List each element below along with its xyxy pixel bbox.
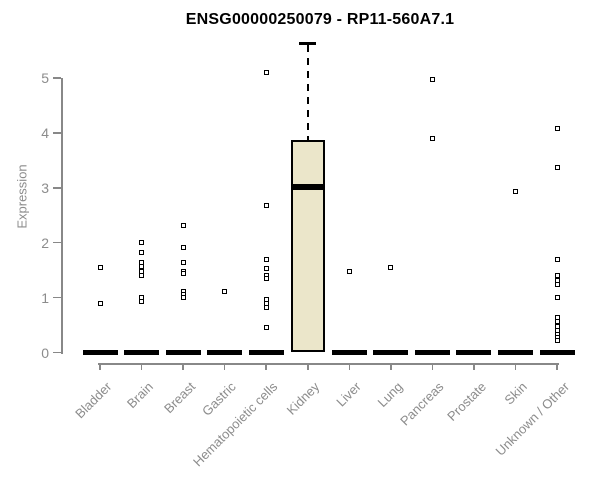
outlier-point xyxy=(346,268,352,274)
x-tick-label: Brain xyxy=(124,379,157,412)
median-line-collapsed xyxy=(331,350,367,355)
outlier-point xyxy=(222,289,228,295)
y-tick-label: 1 xyxy=(41,289,49,306)
outlier-point xyxy=(97,264,103,270)
outlier-point xyxy=(554,256,560,262)
x-tick xyxy=(140,363,143,370)
outlier-point xyxy=(139,240,145,246)
y-tick xyxy=(53,296,61,299)
y-tick xyxy=(53,351,61,354)
x-tick xyxy=(556,363,558,370)
outlier-point xyxy=(180,295,186,301)
x-tick xyxy=(182,363,184,370)
x-tick xyxy=(99,363,101,370)
outlier-point xyxy=(180,259,186,265)
y-tick-label: 5 xyxy=(41,70,49,86)
y-tick-label: 4 xyxy=(41,124,49,141)
outlier-point xyxy=(554,281,560,287)
y-tick xyxy=(53,77,61,79)
y-tick xyxy=(53,187,61,189)
x-tick-label: Prostate xyxy=(443,379,489,424)
x-tick-label: Bladder xyxy=(72,379,115,422)
y-tick xyxy=(53,241,61,244)
x-tick xyxy=(390,363,392,370)
median-line-collapsed xyxy=(207,350,243,355)
outlier-point xyxy=(263,275,269,281)
median-line-collapsed xyxy=(414,350,450,355)
whisker-cap xyxy=(299,42,317,45)
median-line-collapsed xyxy=(498,350,533,355)
x-tick-label: Breast xyxy=(160,379,198,417)
outlier-point xyxy=(263,325,269,331)
x-tick-label: Liver xyxy=(333,379,364,410)
x-axis-line xyxy=(98,363,560,365)
x-tick xyxy=(473,363,475,370)
outlier-point xyxy=(139,299,145,305)
x-tick-label: Lung xyxy=(374,379,406,411)
outlier-point xyxy=(554,295,560,301)
median-line-collapsed xyxy=(124,350,160,355)
outlier-point xyxy=(554,164,560,170)
median-line-collapsed xyxy=(539,350,575,355)
x-tick xyxy=(265,363,267,370)
outlier-point xyxy=(263,202,269,208)
y-axis-label: Expression xyxy=(14,164,30,229)
x-tick xyxy=(223,363,226,370)
outlier-point xyxy=(180,222,186,228)
x-tick xyxy=(431,363,434,370)
x-tick-label: Unknown / Other xyxy=(492,379,572,459)
outlier-point xyxy=(388,264,394,270)
outlier-point xyxy=(263,266,269,271)
outlier-point xyxy=(139,250,145,256)
y-tick-label: 0 xyxy=(41,344,49,361)
median-line-collapsed xyxy=(456,350,492,355)
box-kidney xyxy=(290,140,325,353)
outlier-point xyxy=(554,126,560,131)
x-tick-label: Skin xyxy=(501,379,531,408)
median-line xyxy=(290,183,325,190)
x-tick-label: Gastric xyxy=(199,379,240,419)
outlier-point xyxy=(429,136,435,142)
y-tick-label: 2 xyxy=(41,234,49,251)
y-axis-line xyxy=(61,78,63,354)
outlier-point xyxy=(554,338,560,344)
x-tick-label: Pancreas xyxy=(397,379,448,429)
y-tick xyxy=(53,132,61,134)
outlier-point xyxy=(554,318,560,324)
outlier-point xyxy=(263,70,269,75)
outlier-point xyxy=(554,273,560,279)
x-tick xyxy=(348,363,351,370)
x-tick xyxy=(514,363,517,370)
outlier-point xyxy=(429,76,435,82)
outlier-point xyxy=(263,304,269,310)
median-line-collapsed xyxy=(248,350,284,355)
y-tick-label: 3 xyxy=(41,179,49,196)
chart-title: ENSG00000250079 - RP11-560A7.1 xyxy=(185,11,455,28)
outlier-point xyxy=(180,245,186,251)
x-tick xyxy=(307,363,309,370)
x-tick-label: Kidney xyxy=(283,379,323,418)
outlier-point xyxy=(139,273,145,279)
outlier-point xyxy=(180,270,186,276)
whisker xyxy=(306,45,309,141)
median-line-collapsed xyxy=(82,350,118,355)
median-line-collapsed xyxy=(373,350,409,355)
outlier-point xyxy=(263,256,269,262)
outlier-point xyxy=(97,301,103,307)
outlier-point xyxy=(513,188,518,194)
median-line-collapsed xyxy=(165,350,201,355)
